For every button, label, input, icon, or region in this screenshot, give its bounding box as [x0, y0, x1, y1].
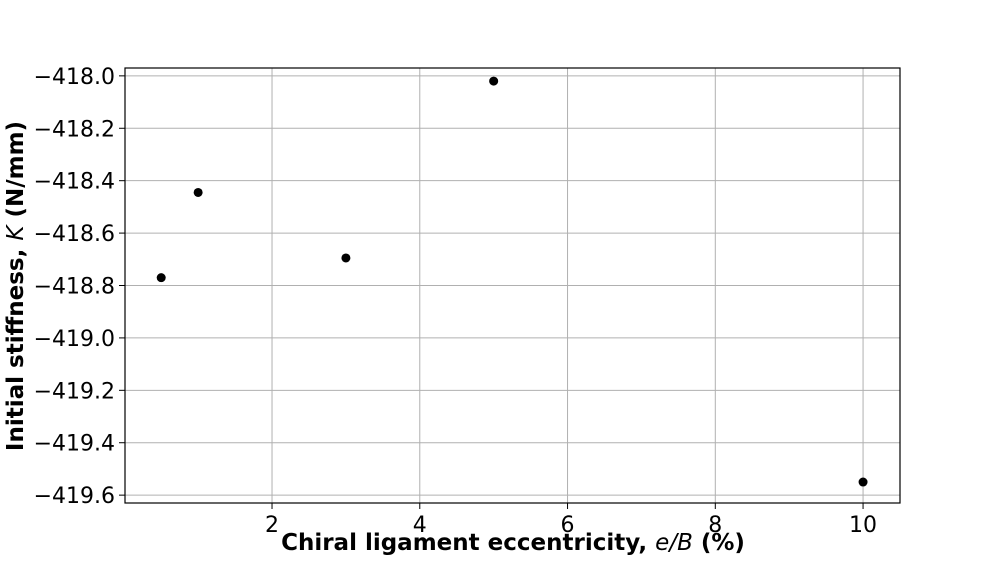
y-tick-label: −418.8	[34, 275, 115, 300]
x-tick-label: 6	[561, 513, 575, 538]
y-tick-label: −418.0	[34, 65, 115, 90]
x-tick-label: 10	[849, 513, 877, 538]
data-points	[156, 76, 868, 487]
grid-lines	[125, 68, 900, 503]
x-axis-label: Chiral ligament eccentricity, e/B (%)	[281, 530, 745, 556]
x-tick-label: 8	[708, 513, 722, 538]
y-tick-label: −419.4	[34, 432, 115, 457]
y-axis-label: Initial stiffness, K (N/mm)	[3, 121, 29, 451]
data-point	[858, 477, 868, 487]
y-axis-ticks: −418.0 −418.2 −418.4 −418.6 −418.8 −419.0 −419…	[34, 65, 125, 509]
y-tick-label: −418.4	[34, 170, 115, 195]
data-point	[193, 187, 203, 197]
y-tick-label: −419.2	[34, 379, 115, 404]
x-tick-label: 4	[413, 513, 427, 538]
x-axis-ticks: 2 4 6 8 10	[265, 503, 877, 538]
y-tick-label: −418.2	[34, 117, 115, 142]
data-point	[156, 273, 166, 283]
y-tick-label: −418.6	[34, 222, 115, 247]
data-point	[489, 76, 499, 86]
y-tick-label: −419.6	[34, 484, 115, 509]
y-tick-label: −419.0	[34, 327, 115, 352]
x-tick-label: 2	[265, 513, 279, 538]
data-point	[341, 253, 351, 263]
